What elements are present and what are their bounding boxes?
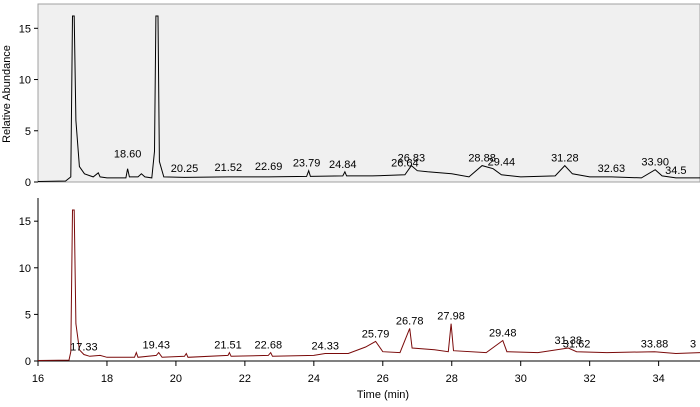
bottom-y-axis: 0 5 10 15	[19, 216, 38, 368]
top-peak-label: 22.69	[255, 161, 283, 173]
top-panel: 0 5 10 15 18.60 20.25 21.52 22.69 23.79 24.84 26.…	[19, 3, 700, 189]
x-tick-label: 20	[170, 373, 182, 385]
x-tick-label: 26	[377, 373, 389, 385]
bottom-peak-label: 17.33	[70, 341, 98, 353]
top-peak-label: 31.28	[551, 153, 579, 165]
x-tick-label: 24	[308, 373, 320, 385]
bottom-peak-labels: 17.33 19.43 21.51 22.68 24.33 25.79 26.78 27.98…	[70, 311, 696, 354]
x-tick-label: 30	[515, 373, 527, 385]
bottom-peak-label: 25.79	[362, 328, 390, 340]
bottom-peak-label: 31.62	[563, 339, 591, 351]
top-peak-label: 34.5	[665, 165, 686, 177]
bottom-chromatogram-trace	[37, 209, 700, 361]
top-peak-label: 18.60	[114, 149, 142, 161]
bottom-y-tick-label: 10	[19, 263, 31, 275]
bottom-peak-label: 22.68	[255, 340, 283, 352]
bottom-peak-label: 33.88	[641, 339, 669, 351]
top-y-tick-label: 10	[19, 75, 31, 87]
x-tick-label: 16	[32, 373, 44, 385]
top-peak-label: 23.79	[293, 158, 321, 170]
bottom-peak-label: 3	[690, 339, 696, 351]
bottom-peak-label: 21.51	[214, 340, 242, 352]
top-peak-label: 26.83	[398, 153, 426, 165]
top-y-tick-label: 15	[19, 23, 31, 35]
top-peak-label: 29.44	[488, 157, 516, 169]
top-y-tick-label: 0	[25, 177, 31, 189]
x-axis: 16 18 20 22 24 26 28 30 32 34	[32, 361, 665, 385]
bottom-peak-label: 27.98	[437, 311, 465, 323]
top-y-tick-label: 5	[25, 126, 31, 138]
bottom-y-tick-label: 5	[25, 309, 31, 321]
x-tick-label: 34	[653, 373, 665, 385]
bottom-peak-label: 31.38	[555, 335, 583, 347]
top-y-axis: 0 5 10 15	[19, 23, 38, 189]
x-tick-label: 28	[446, 373, 458, 385]
x-tick-label: 18	[101, 373, 113, 385]
bottom-peak-label: 26.78	[396, 315, 424, 327]
x-tick-label: 32	[584, 373, 596, 385]
x-axis-title: Time (min)	[357, 389, 409, 401]
x-tick-label: 22	[239, 373, 251, 385]
bottom-y-tick-label: 0	[25, 356, 31, 368]
top-plot-area	[37, 3, 700, 183]
top-peak-label: 28.88	[468, 153, 496, 165]
top-peak-label: 20.25	[171, 163, 199, 175]
top-peak-label: 26.64	[391, 158, 419, 170]
y-axis-title: Relative Abundance	[1, 45, 13, 143]
top-chromatogram-trace	[37, 15, 700, 182]
bottom-peak-label: 24.33	[311, 341, 339, 353]
bottom-peak-label: 19.43	[142, 340, 170, 352]
top-peak-label: 33.90	[641, 157, 669, 169]
top-peak-label: 24.84	[329, 159, 357, 171]
top-peak-label: 32.63	[598, 163, 626, 175]
bottom-y-tick-label: 15	[19, 216, 31, 228]
top-peak-label: 21.52	[215, 162, 243, 174]
bottom-panel: 0 5 10 15 16 18 20 22 24 26 28 30 32 34 17.33 19.43 21…	[19, 198, 700, 385]
top-peak-labels: 18.60 20.25 21.52 22.69 23.79 24.84 26.6426.83…	[114, 149, 687, 177]
bottom-peak-label: 29.48	[489, 327, 517, 339]
